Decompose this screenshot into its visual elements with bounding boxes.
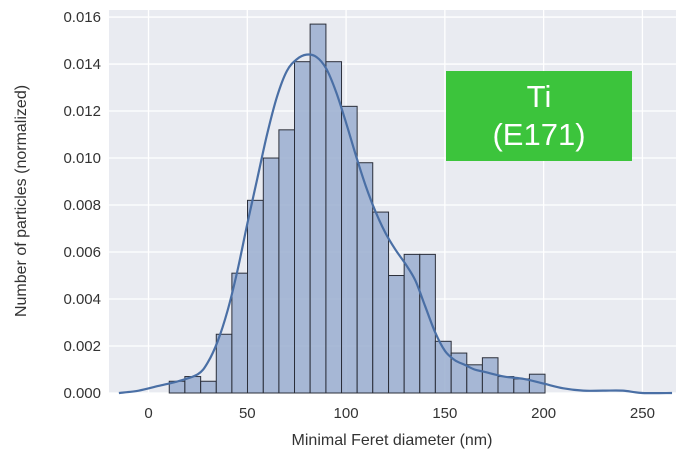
y-tick-label: 0.000 [63, 385, 101, 402]
histogram-bar [246, 199, 264, 394]
histogram-bar [200, 380, 217, 394]
x-tick-label: 100 [334, 405, 359, 422]
y-tick-label: 0.016 [63, 9, 101, 26]
histogram-bar [294, 61, 311, 394]
y-tick-label: 0.014 [63, 56, 101, 73]
histogram-bar [278, 129, 296, 394]
x-tick-label: 200 [531, 405, 556, 422]
sample-label-element: Ti [526, 79, 552, 114]
sample-label-code: (E171) [492, 117, 586, 152]
y-tick-label: 0.006 [63, 244, 101, 261]
histogram-bar [513, 378, 530, 394]
y-tick-label: 0.012 [63, 103, 101, 120]
x-tick-label: 50 [239, 405, 256, 422]
x-axis-label: Minimal Feret diameter (nm) [292, 432, 493, 449]
histogram-bar [325, 61, 343, 394]
y-tick-label: 0.002 [63, 338, 101, 355]
histogram-bar [372, 211, 390, 394]
histogram-bar [419, 253, 436, 394]
histogram-bar [309, 23, 327, 394]
sample-label-box: Ti (E171) [446, 71, 632, 161]
x-axis-ticks: 0 50 100 150 200 250 [144, 405, 655, 422]
kde-curve [118, 53, 673, 395]
x-tick-label: 0 [144, 405, 152, 422]
histogram-bars [168, 23, 546, 394]
histogram-bar [262, 157, 280, 394]
histogram-bar [388, 275, 405, 394]
x-tick-label: 150 [432, 405, 457, 422]
y-axis-label: Number of particles (normalized) [13, 85, 30, 317]
y-tick-label: 0.008 [63, 197, 101, 214]
histogram-bar [215, 333, 233, 394]
y-tick-label: 0.010 [63, 150, 101, 167]
y-axis-ticks: 0.000 0.002 0.004 0.006 0.008 0.010 0.012 0.014… [63, 9, 101, 402]
histogram-bar [231, 272, 248, 394]
x-tick-label: 250 [630, 405, 655, 422]
histogram-bar [497, 376, 515, 394]
y-tick-label: 0.004 [63, 291, 101, 308]
